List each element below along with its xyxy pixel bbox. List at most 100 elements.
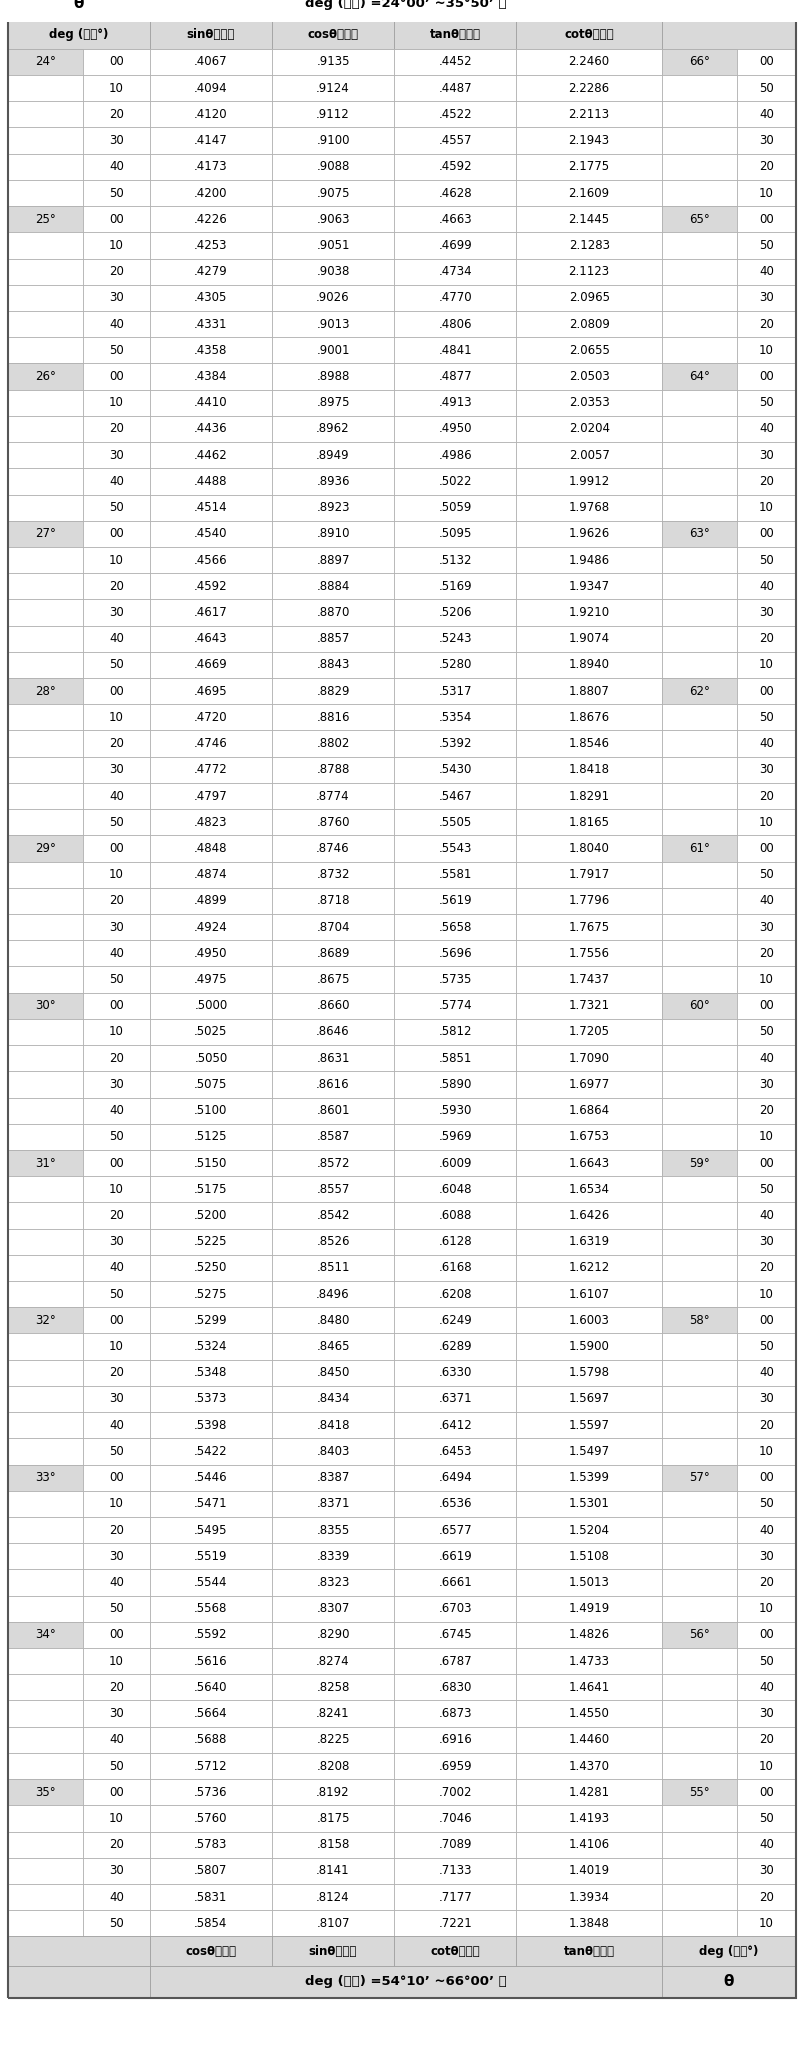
Text: 1.8040: 1.8040 <box>568 842 609 854</box>
Text: .4358: .4358 <box>194 343 227 356</box>
Text: 1.4019: 1.4019 <box>568 1864 609 1877</box>
Text: .8418: .8418 <box>316 1419 349 1432</box>
Bar <box>661 1728 736 1752</box>
Bar <box>83 1150 149 1175</box>
Bar <box>271 50 393 74</box>
Bar <box>83 74 149 101</box>
Text: 2.0655: 2.0655 <box>568 343 609 356</box>
Bar <box>271 521 393 546</box>
Bar <box>661 180 736 207</box>
Bar <box>271 939 393 966</box>
Text: .4566: .4566 <box>194 554 227 567</box>
Bar <box>271 1281 393 1308</box>
Text: .4848: .4848 <box>194 842 227 854</box>
Text: .5969: .5969 <box>438 1130 471 1144</box>
Text: .6661: .6661 <box>438 1577 471 1589</box>
Text: .8760: .8760 <box>316 815 349 830</box>
Text: 40: 40 <box>108 1734 124 1746</box>
Text: .8241: .8241 <box>316 1707 349 1719</box>
Bar <box>149 1123 271 1150</box>
Bar <box>736 1254 795 1281</box>
Text: .4522: .4522 <box>438 108 471 120</box>
Bar <box>736 1517 795 1543</box>
Bar <box>271 1858 393 1885</box>
Text: .4331: .4331 <box>194 319 227 331</box>
Text: 26°: 26° <box>35 370 55 383</box>
Bar <box>149 939 271 966</box>
Text: sinθ的真値: sinθ的真値 <box>186 27 234 41</box>
Bar <box>8 443 83 468</box>
Bar <box>516 1281 661 1308</box>
Bar <box>393 286 516 310</box>
Bar <box>516 1018 661 1045</box>
Text: 10: 10 <box>758 501 773 513</box>
Text: .8732: .8732 <box>316 869 349 881</box>
Bar <box>149 703 271 730</box>
Text: .5505: .5505 <box>438 815 471 830</box>
Text: 1.7090: 1.7090 <box>568 1051 609 1066</box>
Text: 40: 40 <box>108 1419 124 1432</box>
Bar <box>149 1806 271 1831</box>
Text: 10: 10 <box>108 81 124 95</box>
Bar <box>149 153 271 180</box>
Text: 2.1445: 2.1445 <box>568 213 609 226</box>
Bar <box>393 1728 516 1752</box>
Text: .8962: .8962 <box>316 422 349 434</box>
Text: 1.4641: 1.4641 <box>568 1680 609 1695</box>
Text: .4305: .4305 <box>194 292 227 304</box>
Text: 1.6977: 1.6977 <box>568 1078 609 1090</box>
Bar <box>516 443 661 468</box>
Text: .6289: .6289 <box>438 1341 471 1353</box>
Text: 40: 40 <box>108 790 124 803</box>
Bar <box>83 888 149 914</box>
Bar <box>393 625 516 652</box>
Bar <box>393 1570 516 1595</box>
Text: 1.4281: 1.4281 <box>568 1786 609 1798</box>
Bar <box>83 1806 149 1831</box>
Text: .4487: .4487 <box>438 81 471 95</box>
Text: 65°: 65° <box>688 213 709 226</box>
Bar <box>516 1254 661 1281</box>
Text: 50: 50 <box>109 1916 124 1930</box>
Text: 00: 00 <box>758 56 772 68</box>
Bar <box>661 1517 736 1543</box>
Bar <box>271 888 393 914</box>
Bar <box>149 1229 271 1254</box>
Text: 00: 00 <box>109 842 124 854</box>
Bar <box>516 1779 661 1806</box>
Bar <box>736 286 795 310</box>
Bar <box>393 1595 516 1622</box>
Bar <box>149 573 271 600</box>
Text: .4067: .4067 <box>194 56 227 68</box>
Bar <box>83 337 149 364</box>
Text: .5495: .5495 <box>194 1523 227 1537</box>
Bar <box>736 1543 795 1570</box>
Bar <box>83 389 149 416</box>
Text: 10: 10 <box>758 1759 773 1773</box>
Bar <box>271 703 393 730</box>
Bar <box>736 1649 795 1674</box>
Bar <box>661 1674 736 1701</box>
Bar <box>393 993 516 1018</box>
Bar <box>8 1175 83 1202</box>
Text: 1.6426: 1.6426 <box>568 1208 609 1223</box>
Bar <box>271 1359 393 1386</box>
Text: .8290: .8290 <box>316 1628 349 1641</box>
Bar <box>661 546 736 573</box>
Text: 61°: 61° <box>688 842 709 854</box>
Bar <box>83 128 149 153</box>
Text: .5890: .5890 <box>438 1078 471 1090</box>
Bar <box>661 573 736 600</box>
Bar <box>83 286 149 310</box>
Text: .4643: .4643 <box>194 633 227 646</box>
Bar <box>271 1018 393 1045</box>
Bar <box>393 1701 516 1728</box>
Bar <box>271 180 393 207</box>
Text: .4950: .4950 <box>194 948 227 960</box>
Text: 20: 20 <box>108 422 124 434</box>
Bar <box>83 1858 149 1885</box>
Bar <box>516 1543 661 1570</box>
Text: deg (角度) =24°00’ ~35°50’ 时: deg (角度) =24°00’ ~35°50’ 时 <box>305 0 506 10</box>
Text: .4226: .4226 <box>194 213 227 226</box>
Bar <box>8 703 83 730</box>
